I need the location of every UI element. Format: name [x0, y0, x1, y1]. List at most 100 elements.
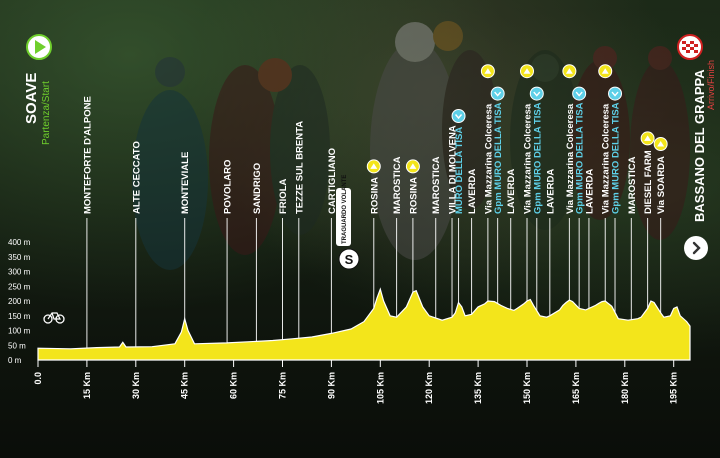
x-tick-label: 165 Km: [571, 372, 581, 404]
sprint-label-box: [336, 188, 351, 246]
route-point-name: DIESEL FARM: [643, 150, 654, 214]
chevron-down-icon: [611, 91, 619, 97]
route-point: ROSINA: [366, 159, 381, 309]
route-point: Gpm MURO DELLA TISA: [490, 86, 505, 304]
route-point: POVOLARO: [223, 160, 234, 343]
y-tick-label: 100 m: [8, 327, 31, 336]
route-point: MONTEVIALE: [180, 152, 191, 319]
route-point-name: LAVERDA: [584, 169, 595, 214]
x-tick-label: 30 Km: [131, 372, 141, 399]
intermediate-sprint: TRAGUARDO VOLANTE S: [336, 175, 360, 270]
muro-climb-icon: [529, 86, 544, 101]
route-point: ALTE CECCATO: [131, 141, 142, 347]
x-tick-label: 60 Km: [229, 372, 239, 399]
bicycle-icon: [43, 310, 65, 324]
x-tick-label: 195 Km: [669, 372, 679, 404]
start-play-icon: [26, 34, 52, 60]
finish-marker: BASSANO DEL GRAPPA Arrivo/Finish: [692, 60, 716, 222]
route-point: MONTEFORTE D'ALPONE: [82, 96, 93, 349]
route-point-name: MAROSTICA: [392, 156, 403, 214]
start-name: SOAVE: [23, 73, 40, 124]
route-point-name: MONTEFORTE D'ALPONE: [82, 96, 93, 214]
finish-name: BASSANO DEL GRAPPA: [692, 69, 707, 222]
x-tick-label: 90 Km: [326, 372, 336, 399]
route-point-name: FRIOLA: [278, 179, 289, 214]
route-point-name: LAVERDA: [506, 169, 517, 214]
route-point-name: LAVERDA: [467, 169, 478, 214]
mountain-icon: [484, 68, 492, 74]
route-point-name: Via Mazzarina Colceresa: [601, 103, 612, 214]
chevron-down-icon: [455, 114, 463, 120]
route-point: ROSINA: [405, 159, 420, 293]
route-point-name: Gpm MURO DELLA TISA: [532, 102, 543, 214]
mountain-icon: [657, 141, 665, 147]
route-point-name: Gpm MURO DELLA TISA: [493, 102, 504, 214]
route-point-name: Via Mazzarina Colceresa: [565, 103, 576, 214]
x-tick-label: 15 Km: [82, 372, 92, 399]
x-tick-label: 180 Km: [620, 372, 630, 404]
route-point-name: MURO DELLA TISA: [454, 127, 465, 214]
x-tick-label: 120 Km: [424, 372, 434, 404]
chevron-down-icon: [494, 91, 502, 97]
route-point: CARTIGLIANO: [327, 148, 338, 334]
x-tick-label: 75 Km: [278, 372, 288, 399]
route-point-name: VILLA DI MOLVENA: [448, 125, 459, 214]
x-axis: 0.0 15 Km 30 Km 45 Km 60 Km 75 Km 90 Km 105 Km 1…: [33, 360, 679, 404]
chevron-right-icon: [692, 241, 701, 255]
start-label: Partenza/Start: [41, 81, 52, 145]
y-axis: 0 m 50 m 100 m 150 m 200 m 250 m 300 m 350 m 400…: [8, 238, 31, 365]
route-point: Gpm MURO DELLA TISA: [608, 86, 623, 313]
chevron-down-icon: [575, 91, 583, 97]
mountain-icon: [644, 135, 652, 141]
route-point: DIESEL FARM: [640, 131, 655, 309]
route-point: Via Mazzarina Colceresa: [562, 64, 577, 301]
route-point: TEZZE SUL BRENTA: [294, 121, 305, 339]
elevation-profile: [37, 287, 691, 361]
route-point-name: ROSINA: [369, 177, 380, 214]
y-tick-label: 50 m: [8, 341, 26, 350]
mountain-icon: [409, 163, 417, 169]
route-point: LAVERDA: [506, 169, 517, 310]
route-point: MAROSTICA: [627, 156, 638, 320]
sprint-icon: [338, 248, 360, 270]
mountain-icon: [370, 163, 378, 169]
x-tick-label: 45 Km: [180, 372, 190, 399]
x-tick-label: 150 Km: [522, 372, 532, 404]
route-point-name: TEZZE SUL BRENTA: [294, 121, 305, 214]
route-point-name: Gpm MURO DELLA TISA: [611, 102, 622, 214]
y-tick-label: 250 m: [8, 282, 31, 291]
start-marker: SOAVE Partenza/Start: [23, 73, 52, 145]
next-stage-button[interactable]: [684, 236, 708, 260]
route-point: Gpm MURO DELLA TISA: [529, 86, 544, 311]
route-point: VILLA DI MOLVENA: [448, 125, 459, 318]
route-point-name: Via SOARDA: [656, 156, 667, 214]
mountain-icon: [601, 68, 609, 74]
route-point: Via Mazzarina Colceresa: [480, 64, 495, 301]
sprint-label: TRAGUARDO VOLANTE: [342, 175, 348, 244]
route-point: Via SOARDA: [653, 137, 668, 313]
route-point-name: SANDRIGO: [252, 163, 263, 214]
y-tick-label: 0 m: [8, 356, 22, 365]
finish-label: Arrivo/Finish: [706, 60, 716, 110]
muro-climb-icon: [451, 109, 466, 123]
mountain-icon: [565, 68, 573, 74]
route-point: Gpm MURO DELLA TISA: [572, 86, 587, 309]
route-point-name: Via Mazzarina Colceresa: [483, 103, 494, 214]
muro-climb-icon: [608, 86, 623, 101]
x-tick-label: 0.0: [33, 372, 43, 385]
chevron-down-icon: [533, 91, 541, 97]
y-tick-label: 200 m: [8, 297, 31, 306]
x-tick-label: 105 Km: [375, 372, 385, 404]
y-tick-label: 150 m: [8, 312, 31, 321]
route-point: LAVERDA: [545, 169, 556, 316]
route-point-name: Via Mazzarina Colceresa: [523, 103, 534, 214]
y-tick-label: 300 m: [8, 268, 31, 277]
route-point-name: ROSINA: [408, 177, 419, 214]
route-point: FRIOLA: [278, 179, 289, 340]
finish-flag-icon: [677, 34, 703, 60]
route-point-name: MAROSTICA: [627, 156, 638, 214]
mountain-icon: [523, 68, 531, 74]
